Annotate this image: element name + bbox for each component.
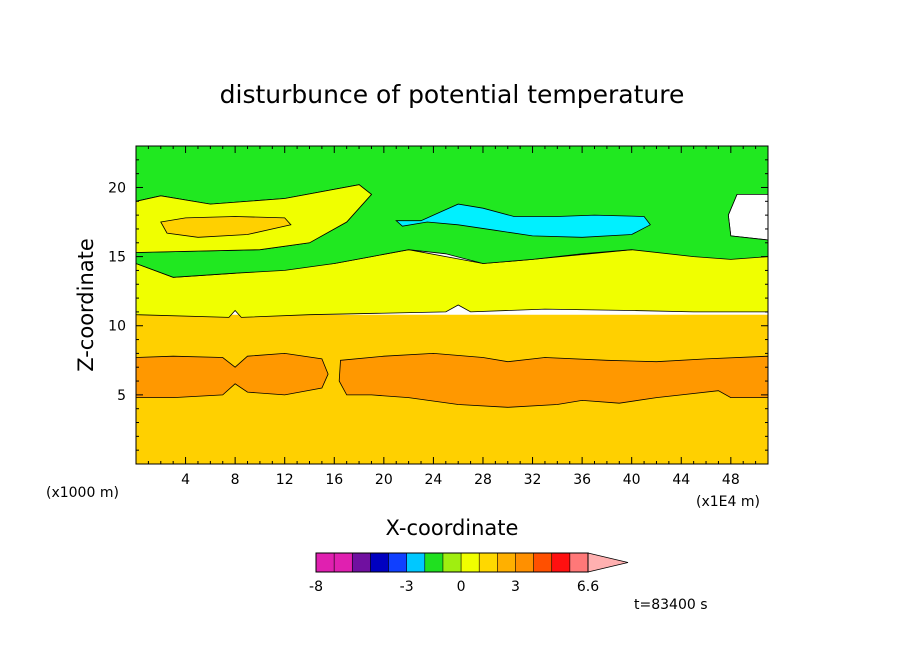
colorbar-swatch [569,552,589,573]
x-tick-label: 44 [672,472,690,488]
colorbar-swatch [333,552,354,573]
y-axis-ticks: 5 10 15 20 [108,159,768,451]
x-axis-ticks: 4 8 12 16 20 24 28 32 36 40 44 48 [147,146,757,488]
x-tick-label: 16 [325,472,343,488]
colorbar-extend-arrow [587,552,629,573]
x-tick-label: 8 [231,472,240,488]
time-label: t=83400 s [634,597,708,613]
colorbar: -8 -3 0 3 6.6 [309,552,629,595]
colorbar-swatch [533,552,553,573]
x-tick-label: 28 [474,472,492,488]
colorbar-frame [315,552,589,573]
y-tick-label: 20 [108,180,126,196]
chart-title: disturbunce of potential temperature [220,80,685,109]
y-tick-label: 15 [108,250,126,266]
colorbar-swatch [406,552,426,573]
x-tick-label: 48 [722,472,740,488]
colorbar-swatch [460,552,481,573]
colorbar-swatch [424,552,444,573]
colorbar-swatch [370,552,390,573]
x-tick-label: 24 [424,472,442,488]
y-tick-label: 10 [108,319,126,335]
contour-region [135,352,329,399]
y-tick-label: 5 [117,388,126,404]
x-axis-label: X-coordinate [386,516,519,540]
contour-region [338,352,769,408]
colorbar-swatch [388,552,408,573]
colorbar-swatch [442,552,462,573]
x-axis-scale-note: (x1E4 m) [696,494,760,510]
plot-frame [135,145,769,465]
colorbar-swatch [515,552,535,573]
colorbar-swatch [351,552,372,573]
x-tick-label: 32 [524,472,542,488]
contour-region [160,216,292,238]
colorbar-swatch [315,552,335,573]
contour-regions [135,145,769,464]
x-tick-label: 4 [181,472,190,488]
contour-region [395,203,651,238]
colorbar-label: -8 [309,579,323,595]
x-tick-label: 20 [375,472,393,488]
colorbar-swatch [551,552,571,573]
x-axis-unit: (x1000 m) [46,485,119,501]
x-tick-label: 40 [623,472,641,488]
colorbar-label: -3 [400,579,414,595]
colorbar-label: 0 [457,579,466,595]
x-tick-label: 12 [276,472,294,488]
colorbar-swatch [497,552,517,573]
y-axis-label: Z-coordinate [74,238,98,372]
colorbar-label: 3 [511,579,520,595]
colorbar-label: 6.6 [577,579,599,595]
x-tick-label: 36 [573,472,591,488]
colorbar-swatch [478,552,499,573]
